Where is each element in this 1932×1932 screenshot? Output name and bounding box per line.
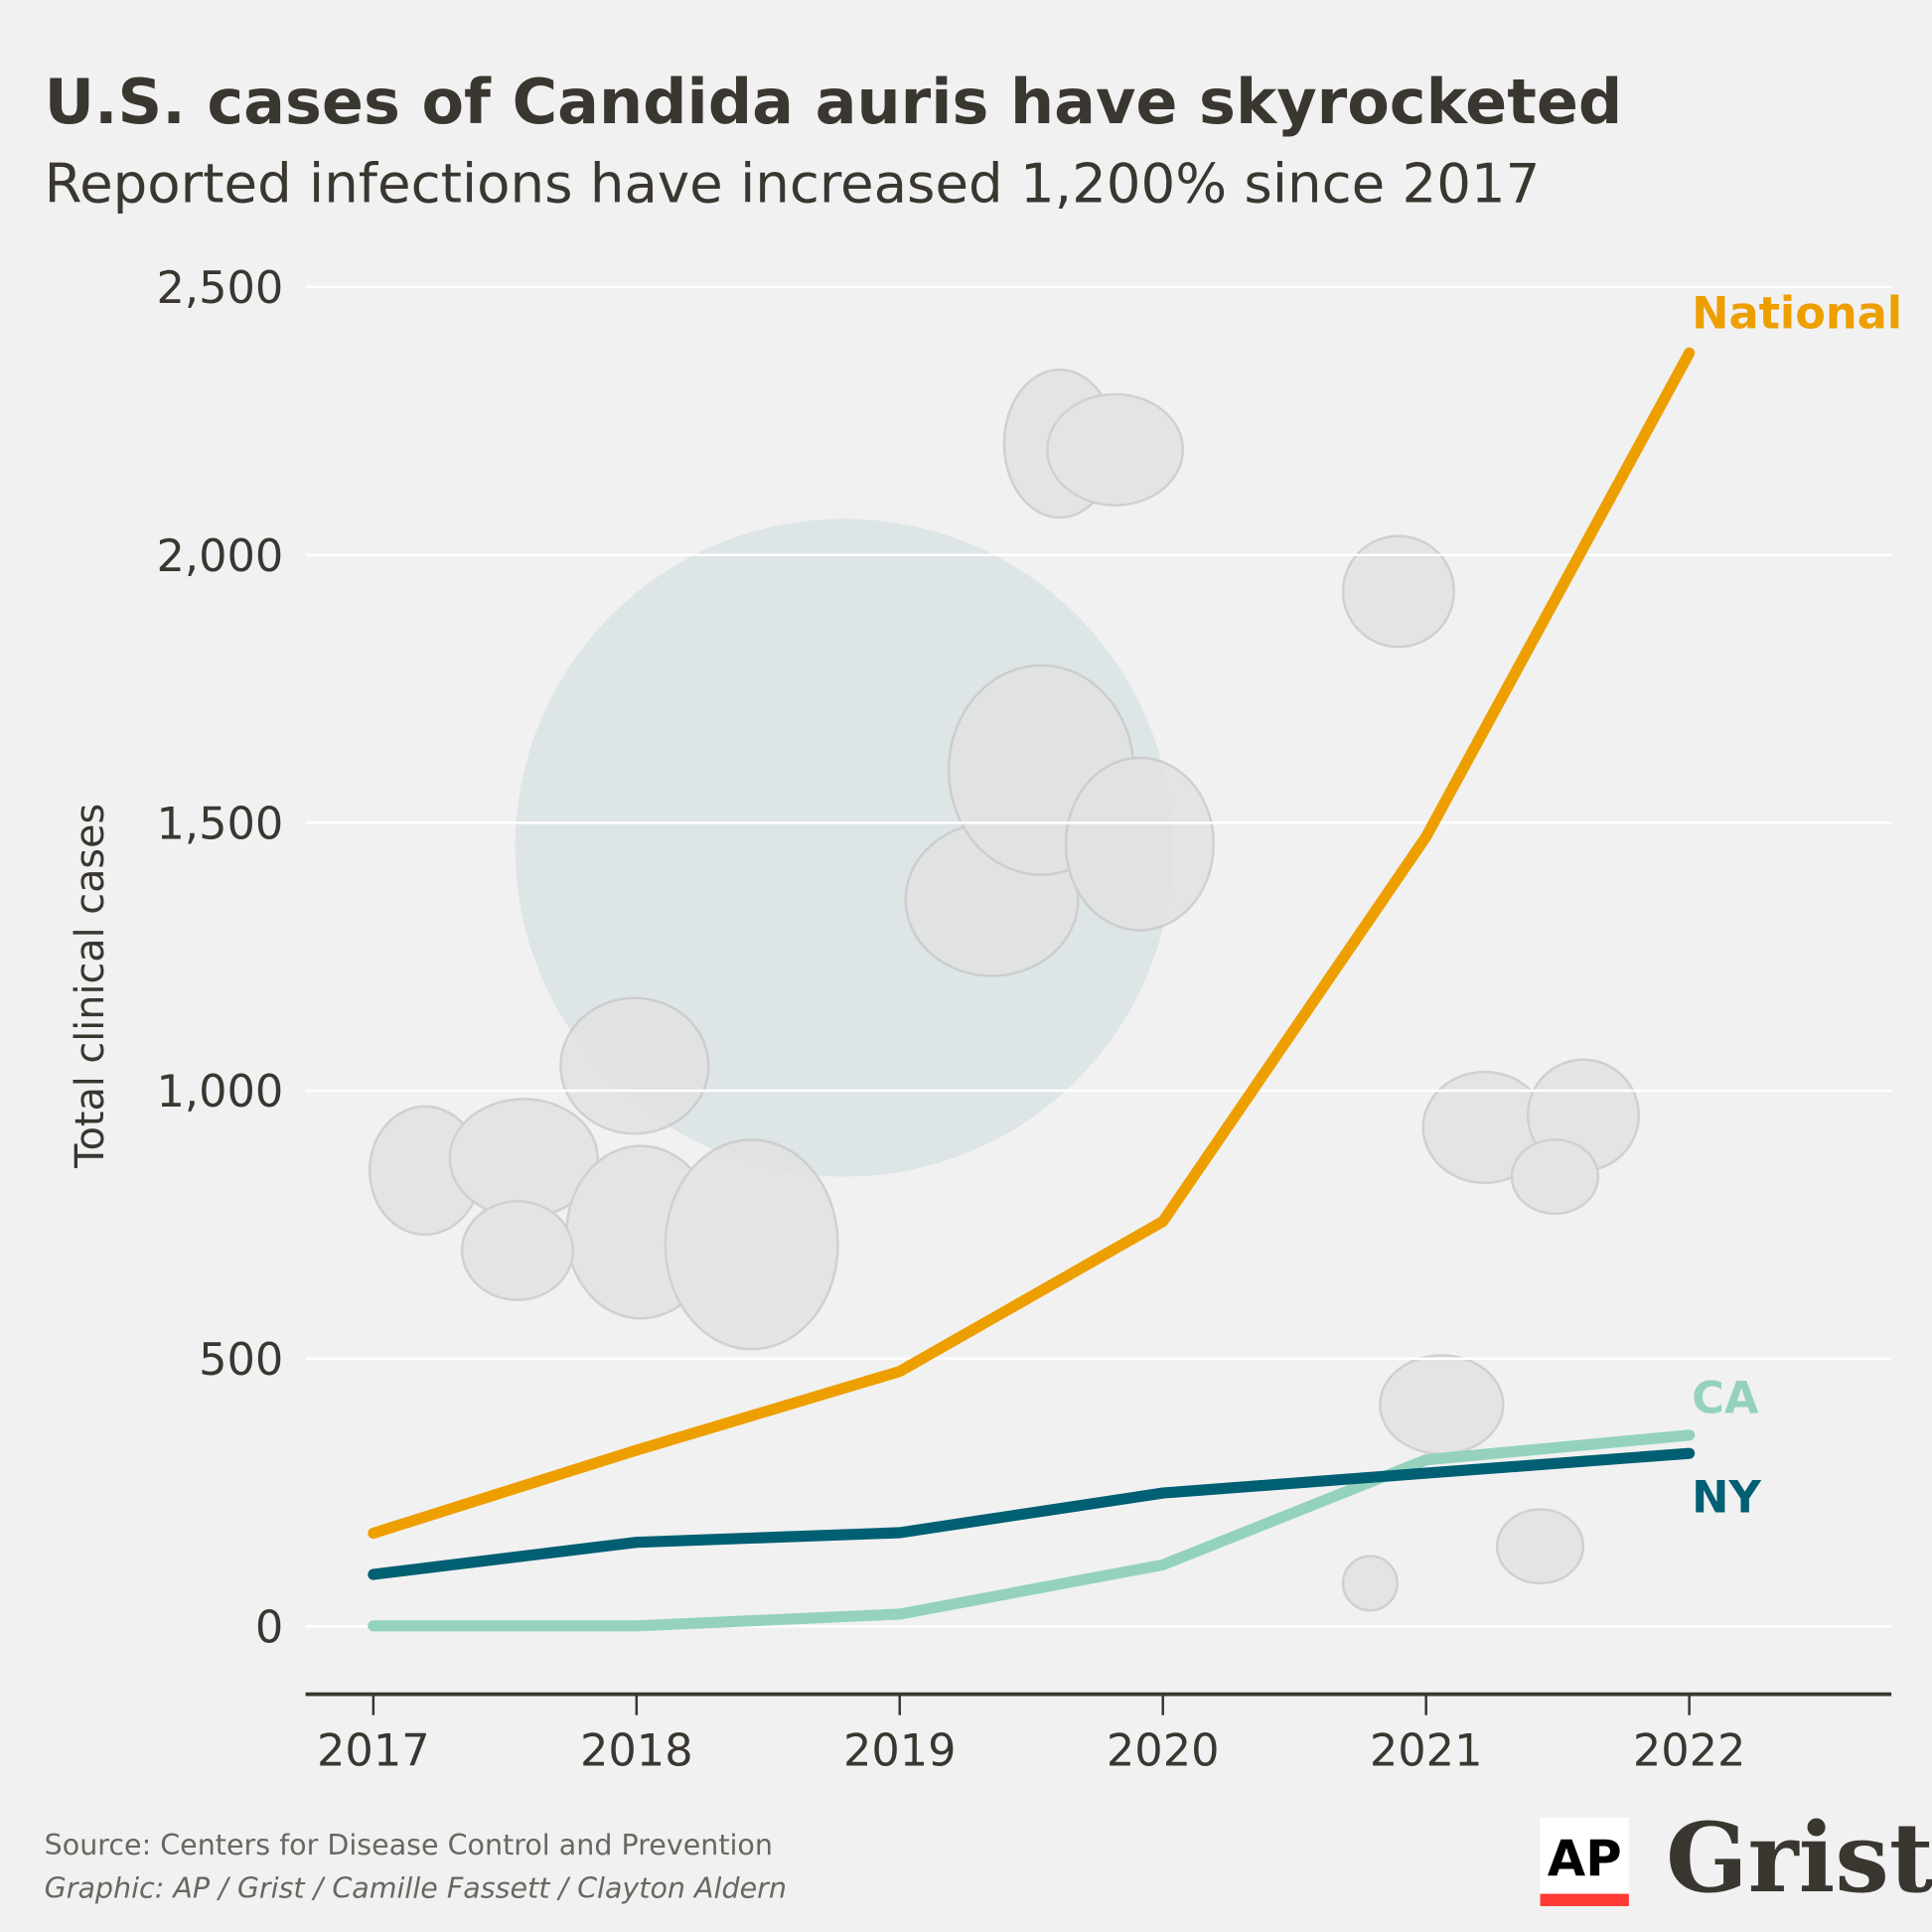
grist-logo: Grist — [1666, 1801, 1932, 1914]
chart-subtitle: Reported infections have increased 1,200… — [45, 151, 1541, 215]
series-line-national — [368, 347, 1696, 1540]
ap-logo: AP — [1540, 1817, 1629, 1906]
series-label-ny: NY — [1692, 1472, 1761, 1524]
y-axis-ticks: 0 500 1,000 1,500 2,000 2,500 — [156, 262, 283, 1653]
y-tick-label: 0 — [255, 1601, 283, 1653]
chart-title: U.S. cases of Candida auris have skyrock… — [45, 66, 1623, 138]
series-line-ny — [368, 1447, 1696, 1580]
svg-text:AP: AP — [1548, 1830, 1622, 1887]
y-tick-label: 1,000 — [156, 1066, 283, 1117]
series-label-national: National — [1692, 288, 1902, 340]
y-tick-label: 2,000 — [156, 530, 283, 582]
source-note: Source: Centers for Disease Control and … — [45, 1829, 773, 1861]
credit-note: Graphic: AP / Grist / Camille Fassett / … — [45, 1871, 787, 1904]
series-line-ca — [368, 1429, 1696, 1632]
x-axis-ticks: 2017 2018 2019 2020 2021 2022 — [317, 1694, 1746, 1777]
gridlines — [305, 285, 1892, 1628]
y-tick-label: 500 — [199, 1334, 283, 1386]
x-tick-label: 2019 — [843, 1725, 957, 1777]
y-axis-label: Total clinical cases — [68, 804, 113, 1169]
y-tick-label: 2,500 — [156, 262, 283, 314]
series-label-ca: CA — [1692, 1373, 1759, 1424]
x-tick-label: 2017 — [317, 1725, 430, 1777]
x-tick-label: 2020 — [1107, 1725, 1220, 1777]
x-tick-label: 2018 — [580, 1725, 693, 1777]
x-tick-label: 2021 — [1370, 1725, 1483, 1777]
series-labels: National CA NY — [1692, 288, 1902, 1524]
x-tick-label: 2022 — [1633, 1725, 1746, 1777]
background-illustration — [368, 368, 1641, 1612]
y-tick-label: 1,500 — [156, 798, 283, 849]
series-lines — [368, 347, 1696, 1632]
